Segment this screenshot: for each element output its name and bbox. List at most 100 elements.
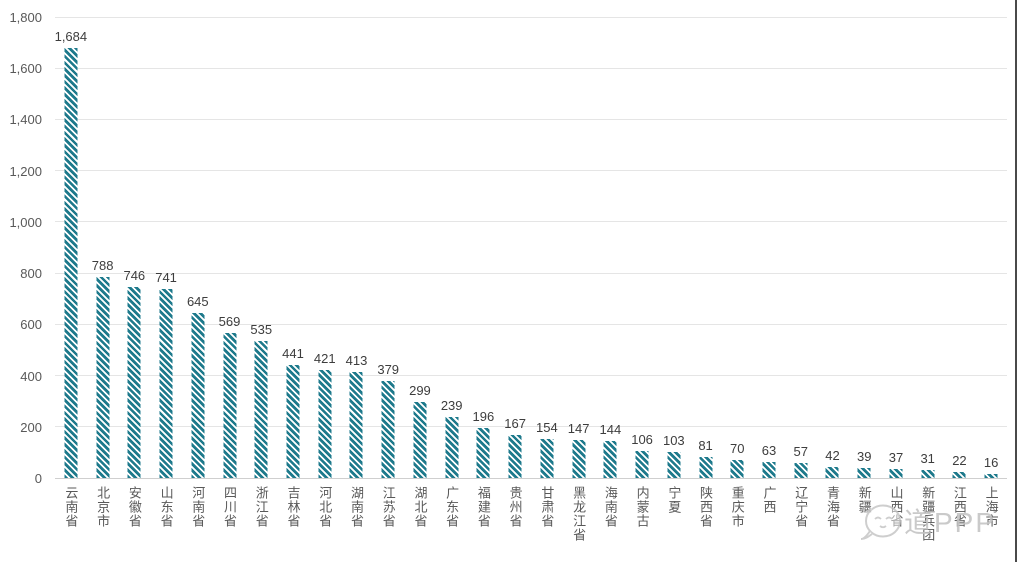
- plot-area: 1,684 788 746 741 645 569 535 441 421 413 379 299 23…: [55, 17, 1007, 479]
- bar: [127, 287, 141, 478]
- x-axis-label-cell: 海南省: [594, 486, 626, 562]
- bar-column: 535: [245, 18, 277, 478]
- bar-column: 147: [563, 18, 595, 478]
- x-axis-label: 青海省: [824, 486, 840, 528]
- gridline: [55, 425, 1007, 427]
- x-axis-label: 福建省: [475, 486, 491, 528]
- bar: [96, 276, 110, 478]
- x-axis-label-cell: 辽宁省: [785, 486, 817, 562]
- x-axis-label: 宁夏: [666, 486, 682, 514]
- bar-value-label: 535: [250, 322, 273, 338]
- bar-value-label: 746: [123, 268, 146, 284]
- bar: [381, 381, 395, 478]
- x-axis-label: 安徽省: [126, 486, 142, 528]
- bar: [159, 288, 173, 478]
- bar-column: 37: [880, 18, 912, 478]
- bar: [889, 468, 903, 478]
- bar-value-label: 167: [504, 416, 526, 432]
- x-axis-label: 海南省: [602, 486, 618, 528]
- bar-value-label: 239: [440, 397, 463, 413]
- x-axis-label: 贵州省: [507, 486, 523, 528]
- bar: [508, 435, 522, 478]
- y-axis-tick-label: 400: [20, 368, 42, 384]
- bar: [825, 467, 839, 478]
- x-axis-label: 四川省: [222, 486, 238, 528]
- bar-value-label: 57: [793, 444, 808, 460]
- y-axis-tick-label: 600: [20, 317, 42, 333]
- x-axis-label: 北京市: [95, 486, 111, 528]
- bar-column: 70: [721, 18, 753, 478]
- bar: [318, 370, 332, 478]
- x-axis-label: 甘肃省: [539, 486, 555, 528]
- bar-value-label: 1,684: [54, 28, 88, 44]
- bar-column: 299: [404, 18, 436, 478]
- bar: [540, 438, 554, 478]
- x-axis-label-cell: 黑龙江省: [563, 486, 595, 562]
- x-axis-label: 重庆市: [729, 486, 745, 528]
- bar-value-label: 645: [186, 294, 209, 310]
- bar-column: 379: [372, 18, 404, 478]
- x-axis-label: 内蒙古: [634, 486, 650, 528]
- bar-column: 569: [214, 18, 246, 478]
- x-axis-label-cell: 吉林省: [277, 486, 309, 562]
- bar: [952, 472, 966, 478]
- x-axis-label-cell: 山西省: [880, 486, 912, 562]
- y-axis-tick-label: 1,000: [9, 214, 42, 230]
- bar-column: 81: [690, 18, 722, 478]
- bar: [794, 463, 808, 478]
- bar: [413, 401, 427, 478]
- bar-value-label: 63: [761, 442, 777, 458]
- bar-column: 103: [658, 18, 690, 478]
- bar: [984, 473, 998, 478]
- bar: [857, 468, 871, 478]
- bar-column: 31: [912, 18, 944, 478]
- x-axis-label: 河北省: [317, 486, 333, 528]
- bar-column: 421: [309, 18, 341, 478]
- bars-row: 1,684 788 746 741 645 569 535 441 421 413 379 299 23…: [55, 18, 1007, 478]
- y-axis: 0 200 400 600 800 1,000 1,200 1,400 1,600 1,800: [0, 10, 46, 486]
- x-axis-label-cell: 北京市: [87, 486, 119, 562]
- bar: [476, 427, 490, 478]
- bar-column: 42: [817, 18, 849, 478]
- x-axis-label-cell: 山东省: [150, 486, 182, 562]
- bar-value-label: 144: [599, 422, 622, 438]
- bar-column: 57: [785, 18, 817, 478]
- bar-column: 196: [468, 18, 500, 478]
- bar-value-label: 196: [472, 408, 495, 424]
- x-axis: 云南省 北京市 安徽省 山东省 河南省 四川省 浙江省 吉林省 河北省 湖南省 江苏省 湖北省 广东省福…: [55, 486, 1007, 562]
- bar-value-label: 106: [631, 431, 653, 447]
- x-axis-label: 江苏省: [380, 486, 396, 528]
- x-axis-label: 河南省: [190, 486, 206, 528]
- bar-column: 63: [753, 18, 785, 478]
- x-axis-label-cell: 宁夏: [658, 486, 690, 562]
- bar-column: 154: [531, 18, 563, 478]
- bar-column: 16: [975, 18, 1007, 478]
- bar-column: 144: [594, 18, 626, 478]
- x-axis-label-cell: 江西省: [944, 486, 976, 562]
- gridline: [55, 170, 1007, 172]
- bar-value-label: 16: [983, 454, 999, 470]
- x-axis-label: 湖南省: [348, 486, 364, 528]
- x-axis-label-cell: 安徽省: [118, 486, 150, 562]
- bar-value-label: 39: [856, 449, 872, 465]
- bar-value-label: 37: [888, 449, 904, 465]
- x-axis-label-cell: 广西: [753, 486, 785, 562]
- bar: [730, 460, 744, 478]
- x-axis-label: 山东省: [158, 486, 174, 528]
- bar-column: 106: [626, 18, 658, 478]
- x-axis-label: 江西省: [951, 486, 967, 528]
- gridline: [55, 221, 1007, 223]
- x-axis-label-cell: 新疆兵团: [912, 486, 944, 562]
- bar-value-label: 103: [662, 432, 685, 448]
- y-axis-tick-label: 200: [20, 419, 42, 435]
- y-axis-tick-label: 1,200: [9, 163, 42, 179]
- x-axis-label-cell: 四川省: [214, 486, 246, 562]
- x-axis-label-cell: 贵州省: [499, 486, 531, 562]
- x-axis-label-cell: 湖北省: [404, 486, 436, 562]
- x-axis-label: 新疆兵团: [920, 486, 936, 542]
- x-axis-label: 陕西省: [698, 486, 714, 528]
- gridline: [55, 17, 1007, 18]
- bar: [572, 440, 586, 478]
- bar: [667, 451, 681, 478]
